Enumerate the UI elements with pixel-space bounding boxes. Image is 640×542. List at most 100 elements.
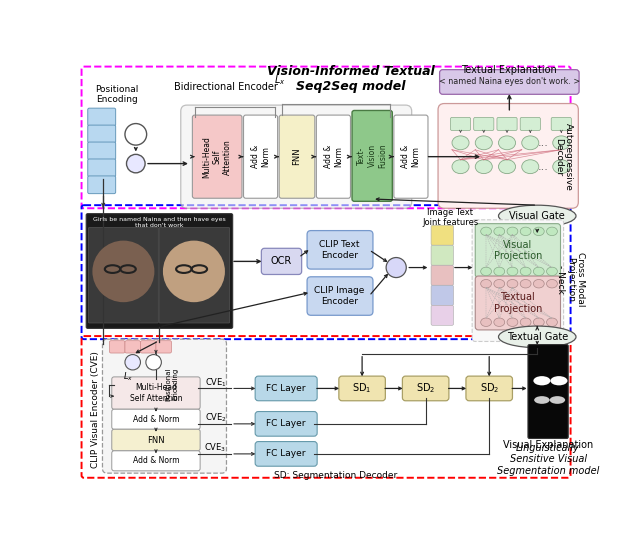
FancyBboxPatch shape — [394, 115, 428, 198]
Circle shape — [386, 257, 406, 278]
Text: Add &
Norm: Add & Norm — [401, 145, 420, 169]
Ellipse shape — [481, 280, 492, 288]
FancyBboxPatch shape — [520, 118, 540, 131]
FancyBboxPatch shape — [403, 376, 449, 401]
FancyBboxPatch shape — [156, 341, 172, 353]
FancyBboxPatch shape — [88, 228, 158, 323]
FancyBboxPatch shape — [125, 341, 140, 353]
Ellipse shape — [534, 396, 550, 404]
Ellipse shape — [520, 318, 531, 326]
Text: CVE$_2$: CVE$_2$ — [205, 411, 227, 424]
Ellipse shape — [522, 160, 539, 173]
Text: SD$_1$: SD$_1$ — [353, 382, 372, 395]
Circle shape — [146, 354, 161, 370]
FancyBboxPatch shape — [431, 245, 454, 265]
FancyBboxPatch shape — [307, 277, 373, 315]
Text: SD: Segmentation Decoder: SD: Segmentation Decoder — [274, 471, 397, 480]
Ellipse shape — [452, 160, 469, 173]
FancyBboxPatch shape — [140, 341, 156, 353]
Text: Vision-Informed Textual
Seq2Seq model: Vision-Informed Textual Seq2Seq model — [268, 65, 435, 93]
Circle shape — [163, 241, 225, 302]
Ellipse shape — [494, 280, 505, 288]
Text: Bidirectional Encoder: Bidirectional Encoder — [174, 82, 278, 92]
Ellipse shape — [494, 227, 505, 236]
Text: Multi-Head
Self
Attention: Multi-Head Self Attention — [202, 136, 232, 178]
FancyBboxPatch shape — [431, 265, 454, 285]
Ellipse shape — [452, 136, 469, 150]
Ellipse shape — [553, 136, 570, 150]
Ellipse shape — [533, 280, 544, 288]
Ellipse shape — [550, 376, 568, 385]
FancyBboxPatch shape — [88, 125, 116, 143]
FancyBboxPatch shape — [431, 285, 454, 305]
Ellipse shape — [533, 318, 544, 326]
Ellipse shape — [499, 160, 516, 173]
FancyBboxPatch shape — [279, 115, 315, 198]
Text: +: + — [390, 261, 402, 275]
FancyBboxPatch shape — [551, 118, 572, 131]
Text: +: + — [129, 156, 142, 171]
Text: Textual Explanation: Textual Explanation — [461, 66, 557, 75]
Text: Textual
Projection: Textual Projection — [493, 292, 542, 314]
Ellipse shape — [507, 318, 518, 326]
Ellipse shape — [481, 318, 492, 326]
FancyBboxPatch shape — [440, 70, 579, 94]
FancyBboxPatch shape — [255, 376, 317, 401]
FancyBboxPatch shape — [476, 224, 561, 278]
Text: Multi-Head
Self Attention: Multi-Head Self Attention — [130, 383, 182, 403]
Text: ...: ... — [538, 162, 549, 172]
Circle shape — [127, 154, 145, 173]
Text: FNN: FNN — [292, 148, 301, 165]
Ellipse shape — [520, 280, 531, 288]
FancyBboxPatch shape — [307, 230, 373, 269]
Text: Add & Norm: Add & Norm — [132, 456, 179, 466]
Ellipse shape — [547, 267, 557, 276]
Text: CLIP Text
Encoder: CLIP Text Encoder — [319, 240, 360, 260]
FancyBboxPatch shape — [244, 115, 278, 198]
Ellipse shape — [533, 376, 550, 385]
Text: Image Text
Joint features: Image Text Joint features — [422, 208, 479, 227]
Ellipse shape — [550, 396, 565, 404]
Ellipse shape — [533, 267, 544, 276]
FancyBboxPatch shape — [316, 115, 351, 198]
Ellipse shape — [499, 136, 516, 150]
Ellipse shape — [476, 136, 492, 150]
FancyBboxPatch shape — [112, 377, 200, 409]
Text: Girls be named Naina and then have eyes
that don't work: Girls be named Naina and then have eyes … — [93, 217, 225, 228]
FancyBboxPatch shape — [476, 276, 561, 330]
Text: CVE$_3$: CVE$_3$ — [205, 442, 227, 454]
Text: FC Layer: FC Layer — [266, 420, 306, 428]
Ellipse shape — [520, 227, 531, 236]
Text: Text-
Vision
Fusion: Text- Vision Fusion — [357, 144, 387, 168]
Ellipse shape — [533, 227, 544, 236]
FancyBboxPatch shape — [528, 345, 568, 438]
FancyBboxPatch shape — [497, 118, 517, 131]
FancyBboxPatch shape — [431, 305, 454, 325]
FancyBboxPatch shape — [255, 411, 317, 436]
Text: $L_x$: $L_x$ — [274, 73, 285, 87]
FancyBboxPatch shape — [88, 108, 116, 126]
Ellipse shape — [499, 326, 576, 347]
Text: SD$_2$: SD$_2$ — [479, 382, 499, 395]
FancyBboxPatch shape — [112, 429, 200, 451]
Text: Visual Gate: Visual Gate — [509, 211, 565, 221]
Text: OCR: OCR — [271, 256, 292, 266]
Text: +: + — [127, 356, 138, 369]
FancyBboxPatch shape — [451, 118, 470, 131]
Text: $L_x$: $L_x$ — [123, 371, 133, 383]
Ellipse shape — [507, 280, 518, 288]
Circle shape — [125, 124, 147, 145]
FancyBboxPatch shape — [109, 341, 125, 353]
Text: Cross Modal
Projection
- Neck: Cross Modal Projection - Neck — [556, 252, 586, 306]
Ellipse shape — [494, 318, 505, 326]
Ellipse shape — [481, 267, 492, 276]
Ellipse shape — [494, 267, 505, 276]
FancyBboxPatch shape — [438, 104, 579, 208]
Text: Add &
Norm: Add & Norm — [251, 145, 270, 169]
Circle shape — [92, 241, 154, 302]
FancyBboxPatch shape — [159, 228, 230, 323]
Ellipse shape — [522, 136, 539, 150]
FancyBboxPatch shape — [88, 159, 116, 177]
FancyBboxPatch shape — [339, 376, 385, 401]
Ellipse shape — [553, 160, 570, 173]
